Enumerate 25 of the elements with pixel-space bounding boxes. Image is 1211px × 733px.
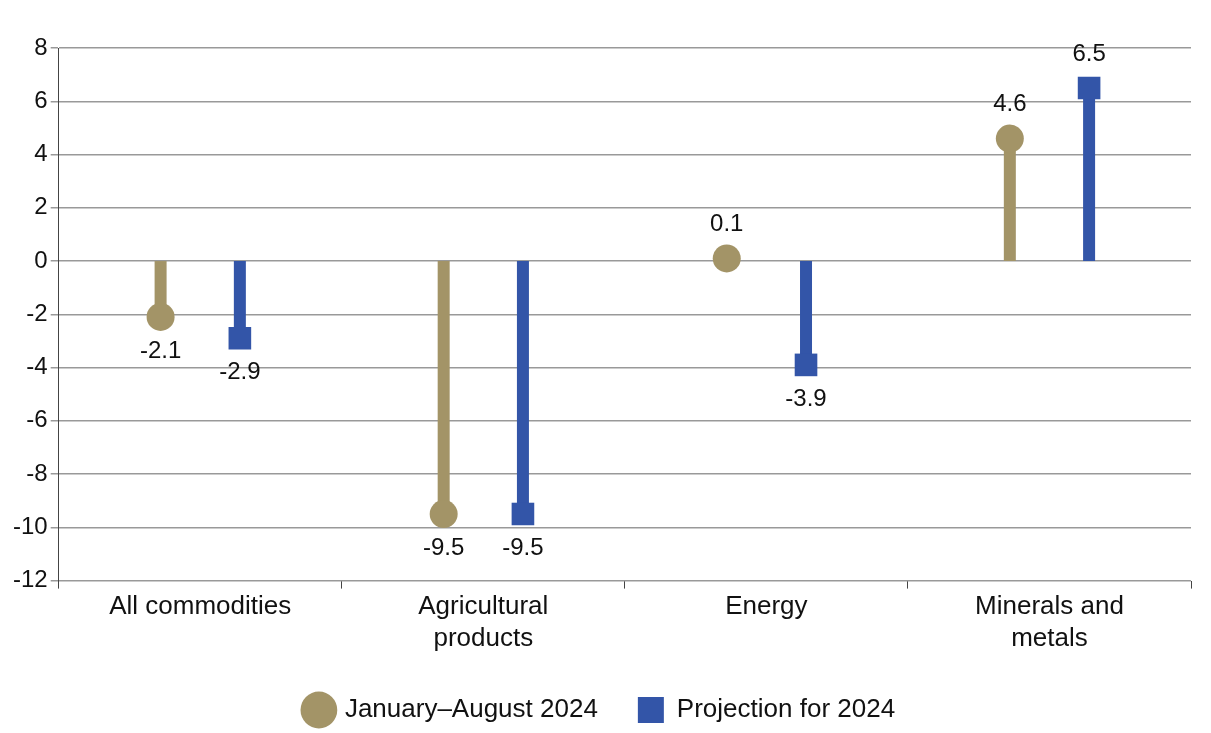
data-label: -2.9 bbox=[219, 356, 261, 384]
x-tick-label: Minerals and metals bbox=[975, 590, 1124, 652]
x-tick-label: Agricultural products bbox=[418, 590, 549, 652]
data-label: 0.1 bbox=[710, 209, 744, 236]
data-label: -9.5 bbox=[422, 532, 465, 560]
data-label: -3.9 bbox=[785, 383, 827, 411]
x-tick-label: Energy bbox=[725, 590, 808, 621]
y-tick-label: -8 bbox=[26, 458, 48, 486]
y-tick-label: 4 bbox=[34, 139, 48, 167]
legend-label: January–August 2024 bbox=[344, 693, 598, 724]
x-tick-label: All commodities bbox=[109, 590, 292, 621]
y-tick-label: 6 bbox=[34, 85, 48, 113]
y-tick-label: -4 bbox=[26, 352, 48, 380]
y-tick-label: 8 bbox=[34, 32, 48, 60]
data-label: 6.5 bbox=[1072, 38, 1106, 66]
data-label: -9.5 bbox=[502, 532, 544, 560]
y-tick-label: -2 bbox=[26, 298, 48, 326]
y-tick-label: 2 bbox=[34, 192, 48, 220]
y-tick-label: 0 bbox=[34, 245, 48, 273]
y-tick-label: -6 bbox=[26, 405, 48, 433]
data-label: -2.1 bbox=[139, 335, 182, 363]
y-tick-label: -10 bbox=[13, 511, 48, 539]
y-tick-label: -12 bbox=[13, 565, 48, 593]
data-label: 4.6 bbox=[993, 89, 1027, 117]
legend-label: Projection for 2024 bbox=[676, 693, 896, 724]
